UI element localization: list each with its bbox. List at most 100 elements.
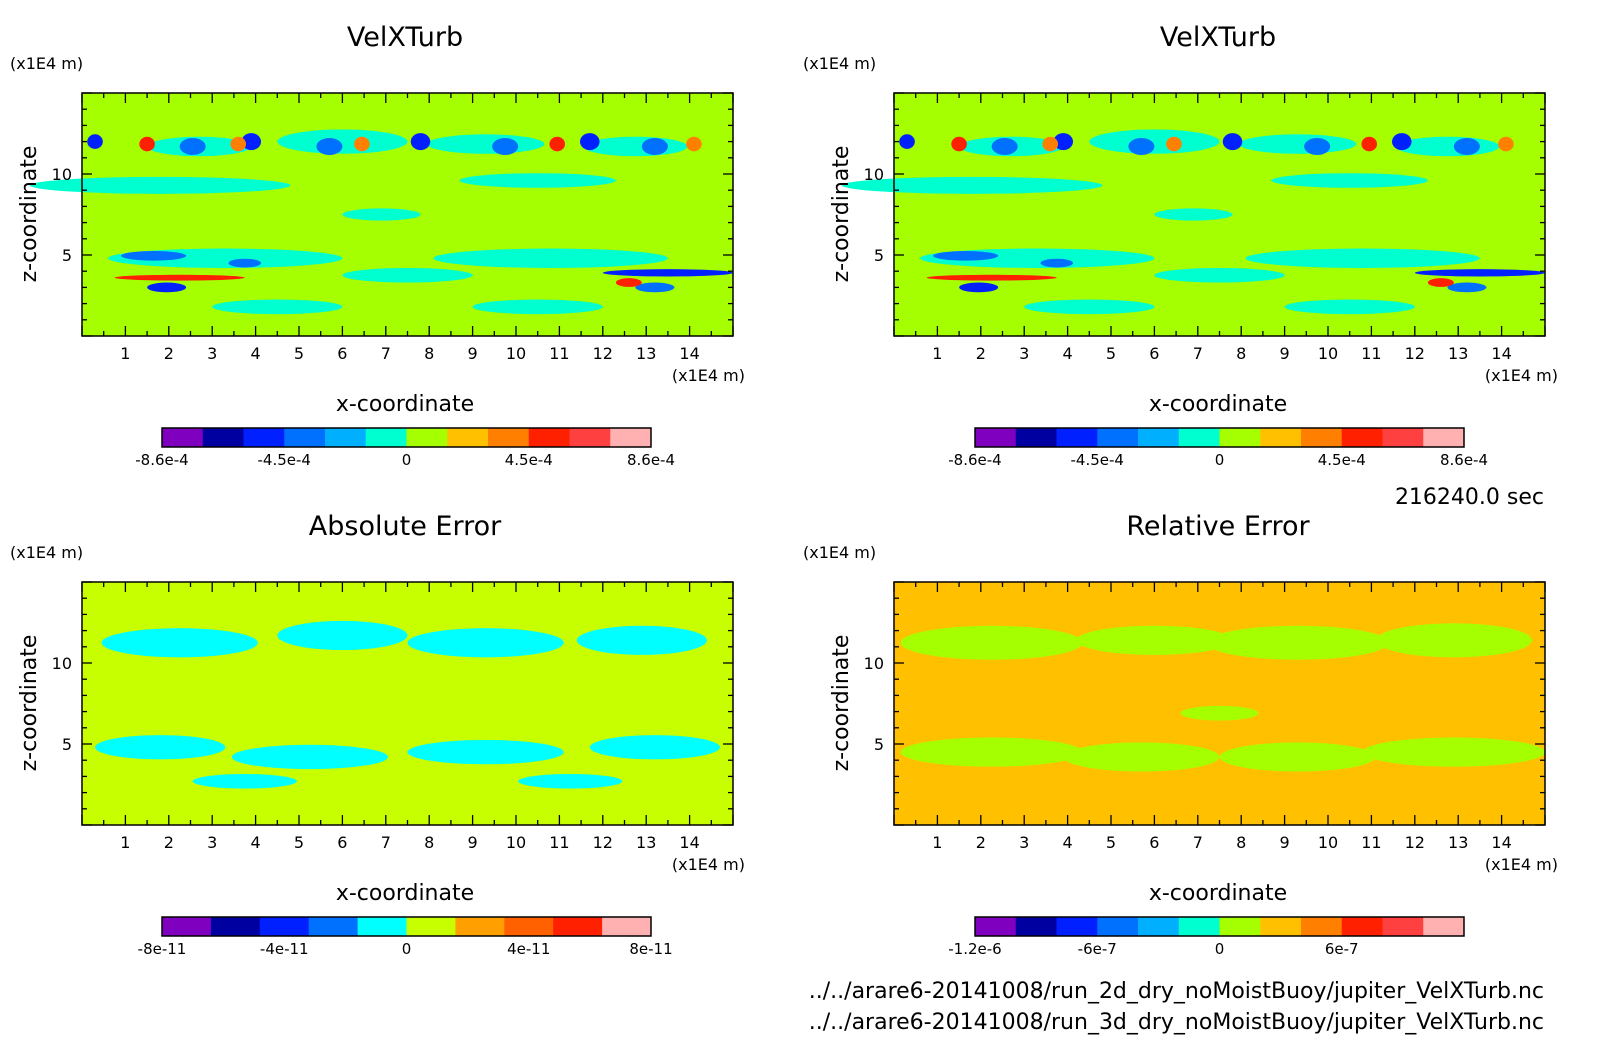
heatmap-region	[1427, 278, 1454, 287]
x-tick-label: 7	[381, 833, 391, 852]
heatmap-region	[87, 134, 103, 149]
x-tick-label: 13	[1448, 833, 1468, 852]
heatmap-region	[1053, 133, 1074, 151]
colorbar-label: 8.6e-4	[1440, 451, 1488, 469]
y-unit-label: (x1E4 m)	[803, 543, 876, 562]
panel-title: Absolute Error	[309, 511, 502, 542]
x-tick-label: 3	[207, 344, 217, 363]
colorbar-label: 0	[1215, 940, 1225, 958]
heatmap-region	[1154, 267, 1285, 283]
x-axis-label: x-coordinate	[336, 881, 474, 906]
colorbar-swatch	[1219, 428, 1261, 447]
x-tick-label: 11	[549, 833, 569, 852]
colorbar-swatch	[1260, 428, 1302, 447]
heatmap-region	[407, 739, 564, 765]
colorbar-swatch	[259, 917, 310, 936]
heatmap-region	[179, 137, 206, 155]
heatmap-region	[959, 282, 999, 293]
colorbar-swatch	[602, 917, 652, 936]
x-tick-label: 11	[1361, 833, 1381, 852]
colorbar-swatch	[284, 428, 326, 447]
heatmap-region	[1304, 137, 1331, 155]
colorbar-swatch	[1341, 917, 1383, 936]
colorbar-label: -4.5e-4	[1071, 451, 1124, 469]
colorbar-swatch	[504, 917, 554, 936]
colorbar-label: -8.6e-4	[135, 451, 188, 469]
y-axis-label: z-coordinate	[17, 146, 42, 283]
x-tick-label: 1	[120, 344, 130, 363]
heatmap-region	[933, 250, 999, 261]
colorbar-swatch	[528, 428, 570, 447]
x-tick-label: 5	[1106, 344, 1116, 363]
x-tick-label: 6	[1149, 344, 1159, 363]
x-tick-label: 6	[1149, 833, 1159, 852]
x-tick-label: 8	[1236, 344, 1246, 363]
heatmap-region	[241, 133, 262, 151]
x-tick-label: 9	[468, 344, 478, 363]
heatmap-region	[1284, 299, 1415, 315]
panel-relative-error: Relative Error (x1E4 m) 1 2 3 4 5 6 7 8 9 10 11 12 1…	[803, 511, 1558, 958]
colorbar-swatch	[1138, 917, 1180, 936]
colorbar-swatch	[325, 428, 367, 447]
y-tick-label: 5	[874, 246, 884, 265]
heatmap-region	[580, 133, 600, 151]
colorbar-swatch	[569, 428, 611, 447]
colorbar-swatch	[1382, 428, 1424, 447]
colorbar-label: -8e-11	[138, 940, 187, 958]
x-tick-label: 12	[593, 344, 613, 363]
panel-title: Relative Error	[1126, 511, 1310, 542]
x-tick-label: 11	[549, 344, 569, 363]
x-unit-label: (x1E4 m)	[1485, 855, 1558, 874]
x-tick-label: 9	[468, 833, 478, 852]
colorbar-frame	[974, 427, 1465, 448]
heatmap-region	[1063, 742, 1220, 772]
heatmap-region	[472, 299, 603, 315]
x-tick-label: 3	[1019, 833, 1029, 852]
colorbar-swatch	[1382, 917, 1424, 936]
colorbar-swatch	[162, 917, 212, 936]
x-tick-label: 1	[932, 344, 942, 363]
heatmap-region	[1453, 137, 1480, 155]
heatmap-region	[121, 250, 187, 261]
x-tick-label: 2	[164, 833, 174, 852]
colorbar-label: 4.5e-4	[1318, 451, 1366, 469]
colorbar-swatch	[975, 428, 1017, 447]
x-tick-label: 12	[593, 833, 613, 852]
heatmap-region	[602, 269, 734, 277]
heatmap-region	[433, 248, 668, 268]
heatmap-region	[1414, 269, 1545, 277]
colorbar: -8e-11 -4e-11 0 4e-11 8e-11	[138, 916, 673, 958]
colorbar-label: 8.6e-4	[627, 451, 675, 469]
heatmap-region	[1076, 625, 1233, 655]
colorbar-swatch	[1178, 428, 1220, 447]
colorbar-label: 4.5e-4	[505, 451, 553, 469]
colorbar-frame	[974, 916, 1465, 937]
colorbar-swatch	[357, 917, 407, 936]
heatmap-region	[231, 744, 388, 770]
heatmap-region	[951, 136, 967, 152]
colorbar: -1.2e-6 -6e-7 0 6e-7	[948, 916, 1465, 958]
colorbar-frame	[161, 916, 652, 937]
heatmap-region	[518, 773, 623, 789]
colorbar-swatch	[1301, 428, 1343, 447]
colorbar-label: -8.6e-4	[948, 451, 1001, 469]
colorbar-swatch	[1015, 428, 1057, 447]
x-tick-label: 14	[679, 833, 699, 852]
colorbar-swatch	[1341, 428, 1383, 447]
colorbar-label: 0	[402, 451, 412, 469]
heatmap-region	[1166, 136, 1182, 152]
heatmap-region	[841, 176, 1103, 194]
heatmap-region	[926, 274, 1057, 281]
colorbar-swatch	[455, 917, 505, 936]
heatmap-region	[95, 735, 226, 760]
panel-velxturb-3d: VelXTurb (x1E4 m) 1 2 3 4 5 6 7 8 9 10 11 12 13 14510…	[803, 22, 1558, 469]
heatmap-region	[900, 625, 1083, 660]
x-tick-label: 7	[1193, 344, 1203, 363]
colorbar-swatch	[610, 428, 652, 447]
timestamp-label: 216240.0 sec	[1395, 485, 1544, 510]
colorbar: -8.6e-4 -4.5e-4 0 4.5e-4 8.6e-4	[135, 427, 675, 469]
heatmap-region	[1375, 623, 1532, 658]
heatmap-region	[549, 136, 566, 152]
heatmap-region	[212, 299, 343, 315]
